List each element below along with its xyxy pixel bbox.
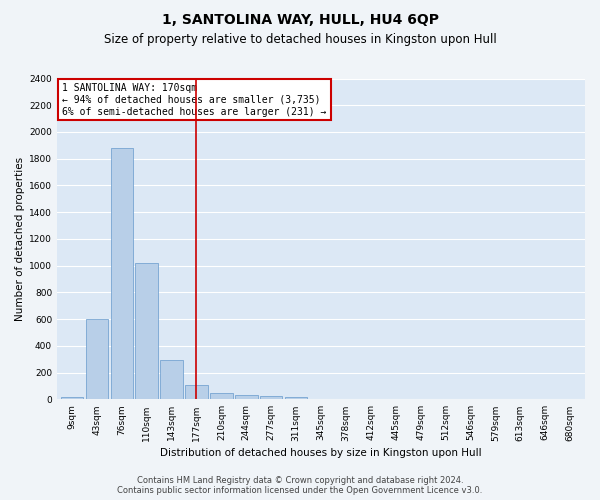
Bar bbox=[160, 360, 183, 400]
X-axis label: Distribution of detached houses by size in Kingston upon Hull: Distribution of detached houses by size … bbox=[160, 448, 482, 458]
Bar bbox=[310, 398, 332, 400]
Y-axis label: Number of detached properties: Number of detached properties bbox=[15, 157, 25, 321]
Bar bbox=[110, 148, 133, 400]
Bar bbox=[61, 398, 83, 400]
Text: Size of property relative to detached houses in Kingston upon Hull: Size of property relative to detached ho… bbox=[104, 32, 496, 46]
Bar bbox=[260, 396, 283, 400]
Bar bbox=[285, 398, 307, 400]
Bar bbox=[235, 394, 257, 400]
Bar bbox=[210, 392, 233, 400]
Text: Contains HM Land Registry data © Crown copyright and database right 2024.
Contai: Contains HM Land Registry data © Crown c… bbox=[118, 476, 482, 495]
Bar bbox=[86, 319, 108, 400]
Bar bbox=[136, 263, 158, 400]
Bar bbox=[185, 384, 208, 400]
Text: 1, SANTOLINA WAY, HULL, HU4 6QP: 1, SANTOLINA WAY, HULL, HU4 6QP bbox=[161, 12, 439, 26]
Text: 1 SANTOLINA WAY: 170sqm
← 94% of detached houses are smaller (3,735)
6% of semi-: 1 SANTOLINA WAY: 170sqm ← 94% of detache… bbox=[62, 84, 326, 116]
